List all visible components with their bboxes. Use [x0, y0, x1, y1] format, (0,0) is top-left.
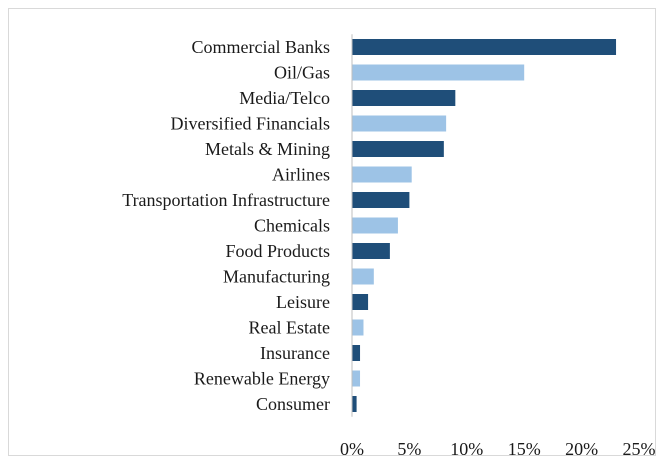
bar-airlines [352, 166, 412, 183]
bar-manufacturing [352, 268, 374, 285]
chart-frame [8, 8, 656, 456]
category-label-real-estate: Real Estate [249, 318, 330, 338]
category-label-transportation-infrastructure: Transportation Infrastructure [122, 190, 330, 210]
category-label-leisure: Leisure [276, 292, 330, 312]
x-tick-label: 25% [623, 439, 656, 459]
x-tick-label: 20% [565, 439, 598, 459]
bar-insurance [352, 345, 361, 361]
category-label-food-products: Food Products [225, 241, 330, 261]
category-label-consumer: Consumer [256, 394, 330, 414]
category-label-oil-gas: Oil/Gas [274, 63, 330, 83]
category-label-airlines: Airlines [272, 165, 330, 185]
category-label-insurance: Insurance [260, 343, 330, 363]
x-tick-label: 5% [397, 439, 421, 459]
bar-diversified-financials [352, 115, 447, 132]
category-label-media-telco: Media/Telco [239, 88, 330, 108]
category-label-diversified-financials: Diversified Financials [171, 114, 330, 134]
category-label-commercial-banks: Commercial Banks [192, 37, 330, 57]
bar-media-telco [352, 90, 456, 106]
x-tick-label: 0% [340, 439, 364, 459]
bar-chemicals [352, 217, 398, 234]
bar-real-estate [352, 319, 364, 336]
x-tick-label: 10% [450, 439, 483, 459]
bar-transportation-infrastructure [352, 192, 410, 208]
bar-renewable-energy [352, 370, 361, 387]
bar-leisure [352, 294, 369, 310]
bar-commercial-banks [352, 39, 617, 55]
bar-food-products [352, 243, 390, 259]
x-tick-labels: 0% 5% 10% 15% 20% 25% [340, 439, 656, 459]
bar-metals-mining [352, 141, 444, 157]
x-tick-label: 15% [508, 439, 541, 459]
category-label-manufacturing: Manufacturing [223, 267, 330, 287]
category-label-metals-mining: Metals & Mining [205, 139, 330, 159]
bar-consumer [352, 396, 357, 412]
bars-group [352, 39, 617, 412]
category-label-chemicals: Chemicals [254, 216, 330, 236]
category-labels: Commercial Banks Oil/Gas Media/Telco Divers… [122, 37, 330, 414]
bar-oil-gas [352, 64, 525, 81]
category-label-renewable-energy: Renewable Energy [194, 369, 330, 389]
